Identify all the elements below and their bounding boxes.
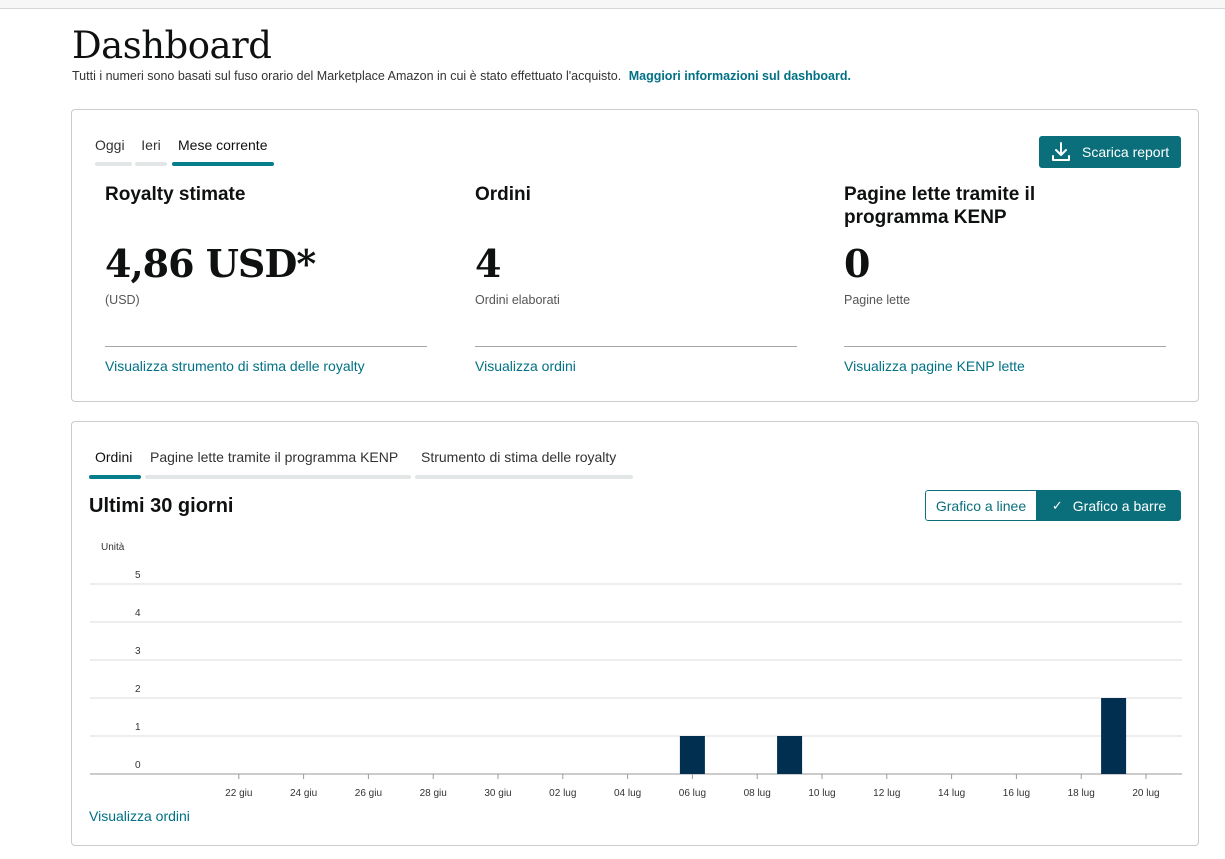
divider: [844, 346, 1166, 347]
y-tick-label: 1: [135, 722, 141, 733]
x-tick-label: 04 lug: [614, 788, 641, 799]
tab-ieri[interactable]: Ieri: [135, 137, 167, 166]
bar: [777, 736, 803, 774]
divider: [475, 346, 797, 347]
dashboard-info-link[interactable]: Maggiori informazioni sul dashboard.: [628, 69, 851, 83]
tab-label: Ieri: [141, 137, 161, 153]
x-tick-label: 12 lug: [873, 788, 900, 799]
y-tick-label: 0: [135, 760, 141, 771]
tab-label: Strumento di stima delle royalty: [421, 449, 617, 465]
bar: [1101, 698, 1127, 774]
bar-chart-option[interactable]: ✓ Grafico a barre: [1037, 490, 1181, 521]
x-tick-label: 22 giu: [225, 788, 252, 799]
metric-caption: Ordini elaborati: [475, 293, 560, 307]
tab-mese-corrente[interactable]: Mese corrente: [172, 137, 274, 166]
x-tick-label: 28 giu: [420, 788, 447, 799]
x-tick-label: 02 lug: [549, 788, 576, 799]
timezone-note: Tutti i numeri sono basati sul fuso orar…: [72, 69, 622, 83]
chart-card: Ordini Pagine lette tramite il programma…: [71, 421, 1199, 846]
tab-underline: [89, 475, 141, 479]
download-report-button[interactable]: Scarica report: [1039, 136, 1181, 168]
x-tick-label: 16 lug: [1003, 788, 1030, 799]
tab-underline: [415, 475, 633, 479]
tab-label: Ordini: [95, 449, 133, 465]
y-axis-label: Unità: [101, 542, 125, 553]
line-chart-option[interactable]: Grafico a linee: [925, 490, 1037, 521]
page-title: Dashboard: [72, 24, 272, 67]
metric-title: Ordini: [475, 184, 531, 205]
orders-link[interactable]: Visualizza ordini: [475, 358, 576, 374]
metric-title: Royalty stimate: [105, 184, 246, 205]
x-tick-label: 08 lug: [744, 788, 771, 799]
tab-label: Mese corrente: [178, 137, 268, 153]
x-tick-label: 26 giu: [355, 788, 382, 799]
metric-title: Pagine lette tramite il programma KENP: [844, 184, 1036, 228]
x-tick-label: 10 lug: [808, 788, 835, 799]
metric-caption: (USD): [105, 293, 140, 307]
download-icon: [1052, 142, 1070, 161]
bar-chart-label: Grafico a barre: [1072, 497, 1167, 514]
bar: [679, 736, 705, 774]
tab-underline: [172, 162, 274, 166]
x-tick-label: 18 lug: [1068, 788, 1095, 799]
kenp-pages-link[interactable]: Visualizza pagine KENP lette: [844, 358, 1025, 374]
metric-value: 0: [844, 241, 870, 286]
x-tick-label: 24 giu: [290, 788, 317, 799]
tab-label: Pagine lette tramite il programma KENP: [150, 449, 399, 465]
page-subtitle: Tutti i numeri sono basati sul fuso orar…: [72, 69, 851, 83]
x-tick-label: 06 lug: [679, 788, 706, 799]
chart-section-title: Ultimi 30 giorni: [89, 495, 234, 517]
chart-type-toggle: Grafico a linee ✓ Grafico a barre: [925, 490, 1181, 521]
metric-caption: Pagine lette: [844, 293, 911, 307]
metric-value: 4: [475, 241, 501, 286]
divider: [105, 346, 427, 347]
x-tick-label: 30 giu: [484, 788, 511, 799]
tab-royalty-estimator[interactable]: Strumento di stima delle royalty: [415, 449, 633, 479]
checkmark-icon: ✓: [1051, 497, 1063, 513]
tab-kenp-pages[interactable]: Pagine lette tramite il programma KENP: [145, 449, 411, 479]
royalty-estimator-link[interactable]: Visualizza strumento di stima delle roya…: [105, 358, 365, 374]
tab-underline: [135, 162, 167, 166]
x-tick-label: 20 lug: [1132, 788, 1159, 799]
orders-bar-chart: Unità 0 1 2 3 4 5 22 giu 24 giu 26 giu 28 giu 30 gi…: [90, 542, 1182, 799]
tab-underline: [145, 475, 411, 479]
y-tick-label: 4: [135, 608, 141, 619]
y-tick-label: 3: [135, 646, 141, 657]
summary-card: Oggi Ieri Mese corrente Scarica report R…: [71, 109, 1199, 402]
browser-top-edge: [0, 0, 1225, 9]
tab-label: Oggi: [95, 137, 125, 153]
x-tick-label: 14 lug: [938, 788, 965, 799]
tab-underline: [95, 162, 132, 166]
tab-oggi[interactable]: Oggi: [95, 137, 132, 166]
metric-value: 4,86 USD*: [105, 241, 316, 286]
y-tick-label: 5: [135, 570, 141, 581]
download-button-label: Scarica report: [1082, 144, 1170, 160]
line-chart-label: Grafico a linee: [935, 497, 1027, 514]
y-tick-label: 2: [135, 684, 141, 695]
view-orders-link[interactable]: Visualizza ordini: [89, 808, 190, 824]
tab-ordini[interactable]: Ordini: [89, 449, 141, 479]
